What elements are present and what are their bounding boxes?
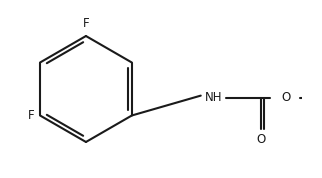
Text: F: F [83, 17, 89, 30]
Text: NH: NH [205, 91, 223, 104]
Text: O: O [281, 91, 290, 104]
Text: F: F [28, 109, 34, 122]
Text: O: O [257, 133, 266, 146]
